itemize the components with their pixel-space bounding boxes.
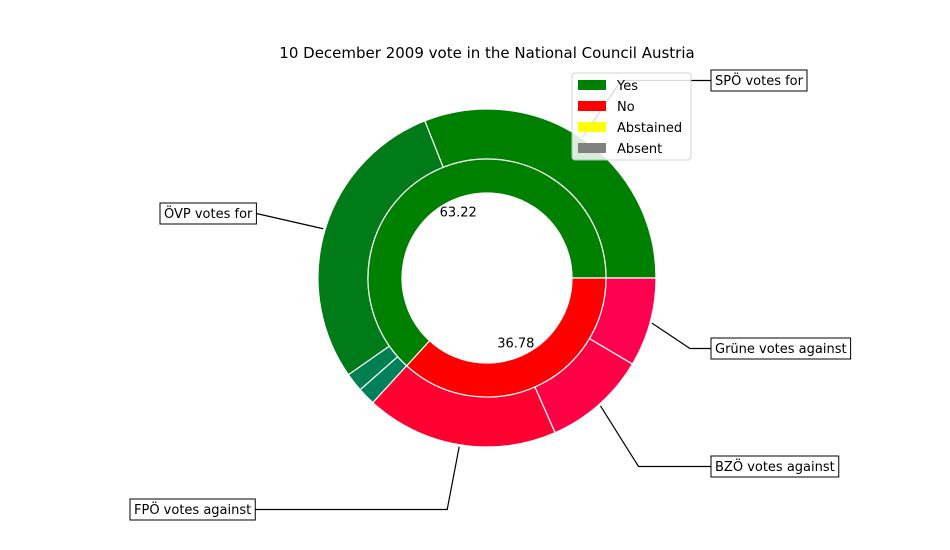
callout-leader-line — [599, 405, 711, 468]
inner-slice-yes — [367, 158, 607, 367]
pct-label-no: 36.78 — [497, 336, 534, 351]
callout-label: ÖVP votes for — [164, 205, 253, 222]
legend: Yes No Abstained Absent — [571, 72, 692, 161]
callout-leader-line — [651, 322, 711, 350]
legend-label-yes: Yes — [616, 79, 638, 94]
percentage-labels: 63.22 36.78 — [440, 206, 535, 352]
callouts: SPÖ votes for ÖVP votes for FPÖ votes agai… — [129, 69, 852, 521]
legend-frame — [571, 72, 692, 161]
legend-swatch-yes — [578, 80, 606, 90]
callout-box — [710, 337, 852, 360]
chart-title: 10 December 2009 vote in the National Co… — [279, 44, 694, 62]
callout-leader-line — [256, 212, 324, 230]
inner-ring — [367, 158, 607, 398]
inner-slice-no — [405, 277, 607, 398]
callout-box — [710, 455, 840, 478]
legend-swatch-no — [578, 101, 606, 111]
callout-box — [129, 498, 256, 521]
legend-swatch-absent — [578, 143, 606, 153]
pct-label-yes: 63.22 — [440, 206, 477, 221]
callout-label: BZÖ votes against — [715, 458, 835, 475]
legend-swatch-abstained — [578, 122, 606, 132]
legend-label-absent: Absent — [617, 142, 662, 157]
callout-leader-line — [255, 446, 460, 511]
legend-label-abstained: Abstained — [617, 121, 682, 136]
callout-label: FPÖ votes against — [134, 501, 251, 518]
callout-label: Grüne votes against — [715, 342, 847, 357]
callout-box — [159, 202, 257, 225]
callout-label: SPÖ votes for — [715, 72, 804, 89]
callout-box — [710, 69, 808, 92]
legend-label-no: No — [617, 100, 635, 115]
